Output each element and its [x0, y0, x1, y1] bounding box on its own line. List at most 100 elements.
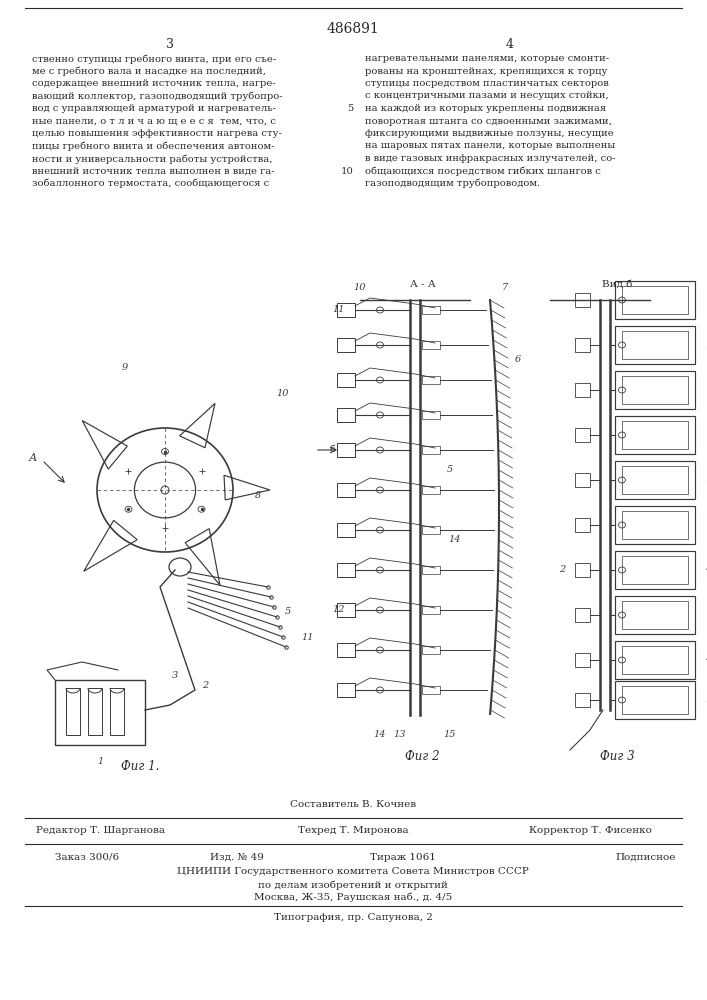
Text: рованы на кронштейнах, крепящихся к торцу: рованы на кронштейнах, крепящихся к торц…: [365, 66, 607, 76]
Text: нагревательными панелями, которые смонти-: нагревательными панелями, которые смонти…: [365, 54, 609, 63]
Bar: [622, 511, 688, 539]
Text: 14: 14: [374, 730, 386, 739]
Bar: [337, 563, 355, 577]
Bar: [622, 556, 688, 584]
Text: 5: 5: [285, 607, 291, 616]
Text: на каждой из которых укреплены подвижная: на каждой из которых укреплены подвижная: [365, 104, 606, 113]
Text: 4: 4: [506, 38, 514, 51]
Bar: [575, 653, 590, 667]
Bar: [422, 646, 440, 654]
Text: с концентричными пазами и несущих стойки,: с концентричными пазами и несущих стойки…: [365, 92, 609, 101]
Text: А: А: [28, 453, 37, 463]
Text: на шаровых пятах панели, которые выполнены: на шаровых пятах панели, которые выполне…: [365, 141, 615, 150]
Text: 12: 12: [332, 605, 345, 614]
Text: 8: 8: [255, 490, 261, 499]
Text: 6: 6: [515, 356, 521, 364]
Bar: [422, 686, 440, 694]
Text: А - А: А - А: [409, 280, 436, 289]
Bar: [575, 383, 590, 397]
Bar: [575, 338, 590, 352]
Text: 10: 10: [341, 166, 354, 176]
Text: 2: 2: [202, 680, 208, 690]
Bar: [88, 688, 102, 735]
Text: общающихся посредством гибких шлангов с: общающихся посредством гибких шлангов с: [365, 166, 601, 176]
Bar: [422, 376, 440, 384]
Bar: [337, 603, 355, 617]
Text: 4: 4: [705, 656, 707, 664]
Bar: [575, 473, 590, 487]
Bar: [337, 483, 355, 497]
Text: Изд. № 49: Изд. № 49: [210, 853, 264, 862]
Text: 11: 11: [332, 306, 345, 314]
Bar: [575, 518, 590, 532]
Text: вод с управляющей арматурой и нагреватель-: вод с управляющей арматурой и нагревател…: [32, 104, 276, 113]
Bar: [615, 461, 695, 499]
Bar: [622, 646, 688, 674]
Text: 11: 11: [302, 633, 314, 642]
Bar: [575, 693, 590, 707]
Bar: [575, 563, 590, 577]
Text: Вид б: Вид б: [602, 280, 633, 289]
Bar: [337, 443, 355, 457]
Text: внешний источник тепла выполнен в виде га-: внешний источник тепла выполнен в виде г…: [32, 166, 274, 176]
Bar: [337, 523, 355, 537]
Bar: [615, 596, 695, 634]
Text: 11: 11: [705, 476, 707, 485]
Text: 14: 14: [449, 535, 461, 544]
Bar: [337, 683, 355, 697]
Text: Тираж 1061: Тираж 1061: [370, 853, 436, 862]
Bar: [622, 601, 688, 629]
Bar: [615, 506, 695, 544]
Text: б: б: [329, 446, 335, 454]
Text: целью повышения эффективности нагрева сту-: целью повышения эффективности нагрева ст…: [32, 129, 282, 138]
Text: 9: 9: [122, 363, 128, 372]
Bar: [110, 688, 124, 735]
Text: Фиг 3: Фиг 3: [600, 750, 635, 763]
Text: по делам изобретений и открытий: по делам изобретений и открытий: [258, 880, 448, 890]
Text: фиксирующими выдвижные ползуны, несущие: фиксирующими выдвижные ползуны, несущие: [365, 129, 614, 138]
Text: ЦНИИПИ Государственного комитета Совета Министров СССР: ЦНИИПИ Государственного комитета Совета …: [177, 867, 529, 876]
Bar: [622, 421, 688, 449]
Bar: [422, 306, 440, 314]
Bar: [615, 551, 695, 589]
Bar: [622, 466, 688, 494]
Text: в виде газовых инфракрасных излучателей, со-: в виде газовых инфракрасных излучателей,…: [365, 154, 616, 163]
Text: Заказ 300/6: Заказ 300/6: [55, 853, 119, 862]
Bar: [337, 408, 355, 422]
Bar: [337, 338, 355, 352]
Text: Корректор Т. Фисенко: Корректор Т. Фисенко: [529, 826, 651, 835]
Bar: [615, 281, 695, 319]
Text: Редактор Т. Шарганова: Редактор Т. Шарганова: [35, 826, 165, 835]
Text: 3: 3: [166, 38, 174, 51]
Text: 7: 7: [502, 283, 508, 292]
Text: Фиг 1.: Фиг 1.: [121, 760, 159, 773]
Text: содержащее внешний источник тепла, нагре-: содержащее внешний источник тепла, нагре…: [32, 79, 276, 88]
Bar: [575, 428, 590, 442]
Text: 3: 3: [172, 670, 178, 680]
Bar: [422, 446, 440, 454]
Bar: [422, 341, 440, 349]
Text: ные панели, о т л и ч а ю щ е е с я  тем, что, с: ные панели, о т л и ч а ю щ е е с я тем,…: [32, 116, 276, 125]
Text: 5: 5: [447, 465, 453, 474]
Text: 13: 13: [394, 730, 407, 739]
Bar: [66, 688, 80, 735]
Text: ступицы посредством пластинчатых секторов: ступицы посредством пластинчатых секторо…: [365, 79, 609, 88]
Bar: [422, 411, 440, 419]
Text: ственно ступицы гребного винта, при его съе-: ственно ступицы гребного винта, при его …: [32, 54, 276, 64]
Text: поворотная штанга со сдвоенными зажимами,: поворотная штанга со сдвоенными зажимами…: [365, 116, 612, 125]
Bar: [575, 293, 590, 307]
Text: 5: 5: [348, 104, 354, 113]
Bar: [422, 486, 440, 494]
Text: Составитель В. Кочнев: Составитель В. Кочнев: [290, 800, 416, 809]
Bar: [615, 681, 695, 719]
Bar: [337, 643, 355, 657]
Text: 4: 4: [705, 566, 707, 574]
Text: Типография, пр. Сапунова, 2: Типография, пр. Сапунова, 2: [274, 913, 433, 922]
Text: зобаллонного термостата, сообщающегося с: зобаллонного термостата, сообщающегося с: [32, 179, 269, 188]
Bar: [55, 680, 145, 745]
Bar: [422, 606, 440, 614]
Bar: [615, 326, 695, 364]
Text: Подписное: Подписное: [615, 853, 675, 862]
Text: 15: 15: [444, 730, 456, 739]
Text: 10: 10: [354, 283, 366, 292]
